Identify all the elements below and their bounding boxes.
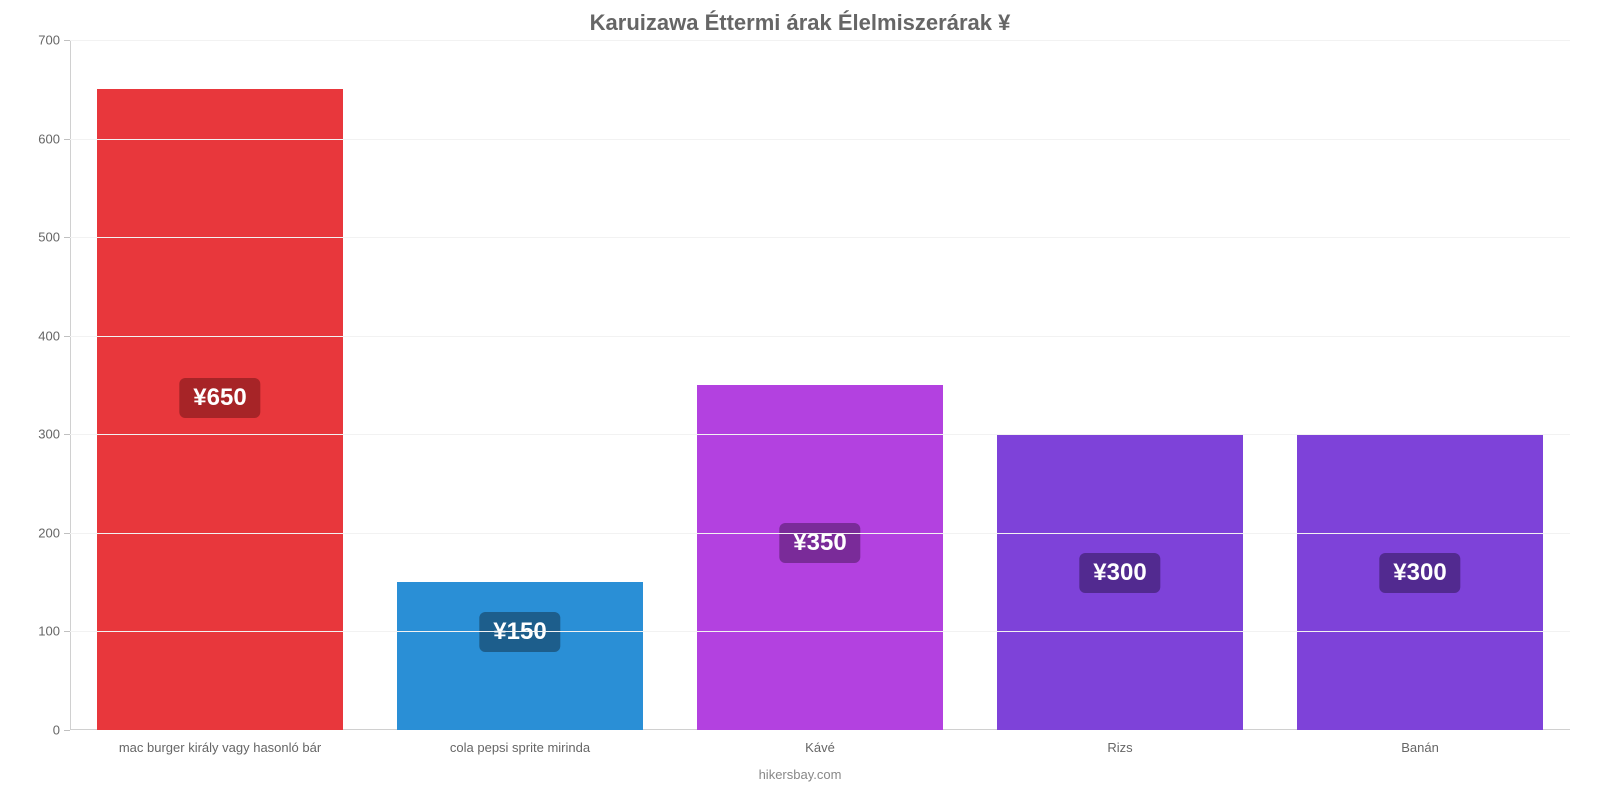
grid-line [70, 40, 1570, 41]
bar-value-label: ¥650 [179, 378, 260, 418]
y-tick-mark [64, 139, 70, 140]
bar-value-label: ¥300 [1079, 553, 1160, 593]
y-tick-mark [64, 533, 70, 534]
bar: ¥300 [997, 434, 1243, 730]
x-category-label: mac burger király vagy hasonló bár [119, 730, 321, 755]
y-tick-mark [64, 237, 70, 238]
chart-title: Karuizawa Éttermi árak Élelmiszerárak ¥ [0, 0, 1600, 36]
y-tick-mark [64, 434, 70, 435]
grid-line [70, 237, 1570, 238]
bar: ¥350 [697, 385, 943, 730]
grid-line [70, 533, 1570, 534]
bar-value-label: ¥300 [1379, 553, 1460, 593]
attribution-text: hikersbay.com [0, 767, 1600, 782]
bar: ¥650 [97, 89, 343, 730]
x-category-label: Banán [1401, 730, 1439, 755]
grid-line [70, 434, 1570, 435]
bar: ¥150 [397, 582, 643, 730]
y-tick-mark [64, 631, 70, 632]
x-category-label: cola pepsi sprite mirinda [450, 730, 590, 755]
grid-line [70, 631, 1570, 632]
bars-container: ¥650 ¥150 ¥350 ¥300 ¥300 [70, 40, 1570, 730]
bar: ¥300 [1297, 434, 1543, 730]
grid-line [70, 336, 1570, 337]
y-tick-mark [64, 40, 70, 41]
y-tick-mark [64, 336, 70, 337]
x-category-label: Rizs [1107, 730, 1132, 755]
grid-line [70, 139, 1570, 140]
x-category-label: Kávé [805, 730, 835, 755]
bar-value-label: ¥350 [779, 523, 860, 563]
chart-plot-area: ¥650¥150¥350¥300¥300 0100200300400500600… [70, 40, 1570, 730]
y-tick-mark [64, 730, 70, 731]
